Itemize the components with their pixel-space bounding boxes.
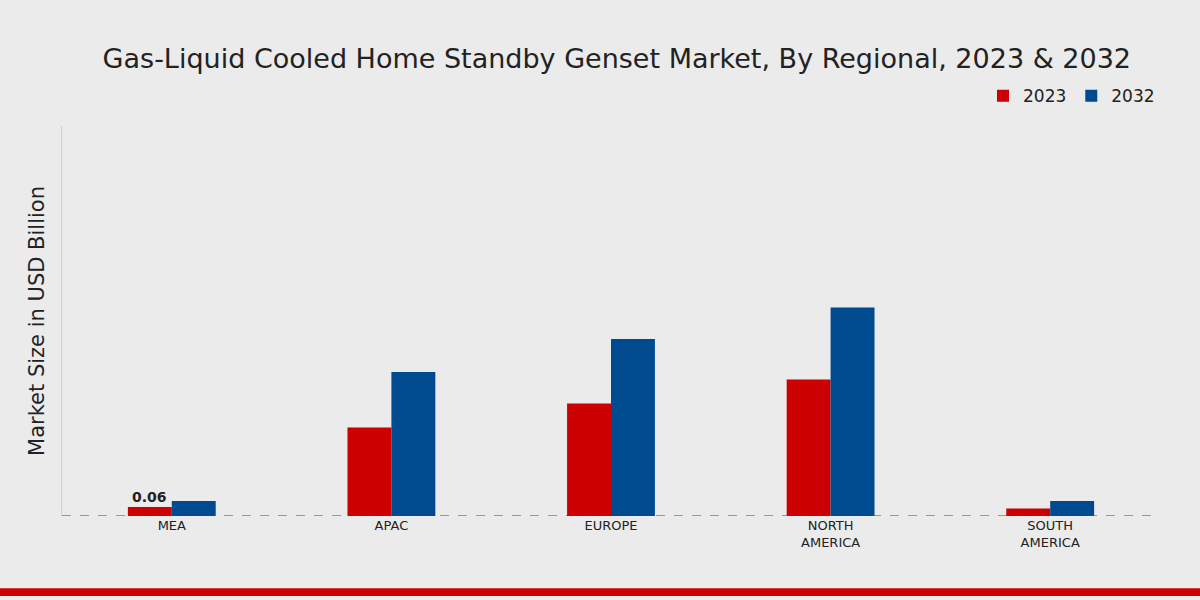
svg-text:EUROPE: EUROPE xyxy=(584,518,637,533)
svg-text:Market Size in USD Billion: Market Size in USD Billion xyxy=(25,186,49,456)
svg-text:0.06: 0.06 xyxy=(132,489,167,505)
svg-text:MEA: MEA xyxy=(158,518,186,533)
svg-text:NORTHAMERICA: NORTHAMERICA xyxy=(801,518,860,550)
svg-text:APAC: APAC xyxy=(375,518,409,533)
svg-text:SOUTHAMERICA: SOUTHAMERICA xyxy=(1021,518,1080,550)
svg-text:2023: 2023 xyxy=(1023,86,1066,106)
svg-text:Gas-Liquid Cooled Home Standby: Gas-Liquid Cooled Home Standby Genset Ma… xyxy=(103,43,1131,74)
svg-text:2032: 2032 xyxy=(1111,86,1154,106)
